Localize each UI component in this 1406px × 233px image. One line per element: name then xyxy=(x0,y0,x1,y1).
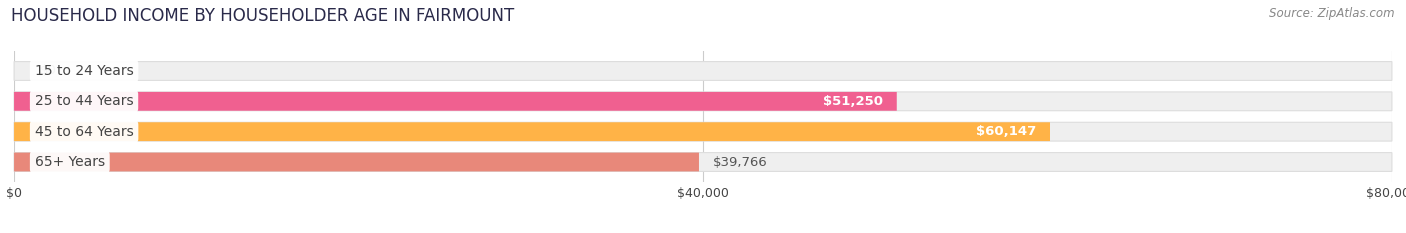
FancyBboxPatch shape xyxy=(14,92,897,111)
Text: 45 to 64 Years: 45 to 64 Years xyxy=(35,125,134,139)
Text: HOUSEHOLD INCOME BY HOUSEHOLDER AGE IN FAIRMOUNT: HOUSEHOLD INCOME BY HOUSEHOLDER AGE IN F… xyxy=(11,7,515,25)
FancyBboxPatch shape xyxy=(14,122,1392,141)
FancyBboxPatch shape xyxy=(14,62,1392,80)
Text: 25 to 44 Years: 25 to 44 Years xyxy=(35,94,134,108)
Text: $60,147: $60,147 xyxy=(976,125,1036,138)
FancyBboxPatch shape xyxy=(14,153,1392,171)
FancyBboxPatch shape xyxy=(14,153,699,171)
Text: $39,766: $39,766 xyxy=(713,155,768,168)
Text: $0: $0 xyxy=(39,65,56,78)
FancyBboxPatch shape xyxy=(14,92,1392,111)
Text: 65+ Years: 65+ Years xyxy=(35,155,105,169)
Text: $51,250: $51,250 xyxy=(823,95,883,108)
Text: 15 to 24 Years: 15 to 24 Years xyxy=(35,64,134,78)
FancyBboxPatch shape xyxy=(14,122,1050,141)
Text: Source: ZipAtlas.com: Source: ZipAtlas.com xyxy=(1270,7,1395,20)
